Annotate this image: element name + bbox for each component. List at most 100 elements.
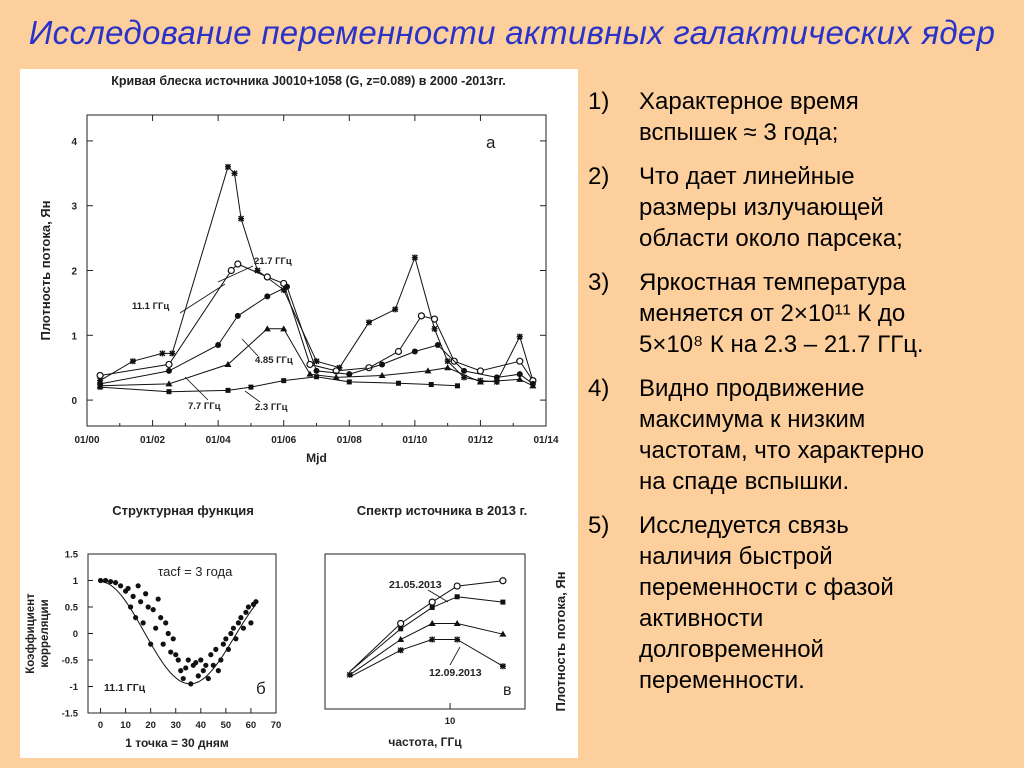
data-point xyxy=(135,583,141,589)
series-label: 2.3 ГГц xyxy=(255,402,288,413)
data-point xyxy=(500,599,506,605)
x-tick-label: 10 xyxy=(120,720,131,731)
series-label: 4.85 ГГц xyxy=(255,355,293,366)
x-tick-label: 40 xyxy=(196,720,207,731)
x-tick-label: 01/10 xyxy=(402,435,427,446)
data-point xyxy=(428,382,434,388)
data-point xyxy=(169,350,176,357)
data-point xyxy=(499,663,506,670)
data-point xyxy=(97,577,104,584)
x-tick-label: 20 xyxy=(145,720,156,731)
light-curve-chart: Кривая блеска источника J0010+1058 (G, z… xyxy=(38,74,559,465)
series-label-leader xyxy=(217,265,254,283)
data-point xyxy=(306,370,314,377)
data-point xyxy=(128,604,134,610)
y-tick-label: 1.5 xyxy=(65,550,79,561)
data-point xyxy=(213,646,219,653)
y-axis-label: Коэффициент корреляции xyxy=(25,593,51,674)
data-point xyxy=(283,283,290,290)
data-point xyxy=(529,382,537,389)
annotation-leader xyxy=(427,589,449,603)
x-axis-label: Mjd xyxy=(306,451,327,465)
data-point xyxy=(395,380,401,386)
series-label: 21.7 ГГц xyxy=(254,256,292,267)
spectrum-chart: Спектр источника в 2013 г. 10 частота, ГГц… xyxy=(324,503,568,749)
data-point xyxy=(97,377,104,384)
data-point xyxy=(411,348,418,355)
data-point xyxy=(453,619,461,626)
data-point xyxy=(461,374,468,381)
x-tick-label: 01/12 xyxy=(468,435,493,446)
series-label-leader xyxy=(179,283,226,314)
x-tick-label: 0 xyxy=(98,720,103,731)
data-point xyxy=(428,598,436,606)
data-point xyxy=(234,260,242,268)
data-point xyxy=(227,266,235,275)
data-point xyxy=(168,649,174,655)
data-point xyxy=(102,577,109,584)
data-point xyxy=(461,367,468,374)
data-point xyxy=(394,347,403,356)
series-label-leader xyxy=(244,390,261,403)
bullet-number: 1) xyxy=(588,88,610,115)
bullet-item-2: 2) Что дает линейные размеры излучающей о… xyxy=(588,161,1018,254)
data-point xyxy=(280,325,288,332)
data-point xyxy=(336,364,343,371)
y-axis-label-line: Коэффициент xyxy=(25,593,37,674)
bullet-item-4: 4) Видно продвижение максимума к низким ч… xyxy=(588,373,1018,497)
plot-frame xyxy=(86,114,547,427)
y-tick-label: -1.5 xyxy=(62,709,79,720)
data-point xyxy=(454,636,461,643)
data-point xyxy=(166,389,172,395)
y-axis-label-line: корреляции xyxy=(39,599,51,667)
data-point xyxy=(431,325,438,332)
data-point xyxy=(148,641,154,647)
data-point xyxy=(248,620,254,626)
chart-title: Спектр источника в 2013 г. xyxy=(357,503,528,518)
data-point xyxy=(178,668,184,674)
data-point xyxy=(397,619,405,628)
data-point xyxy=(454,594,460,600)
x-tick-label: 50 xyxy=(221,720,232,731)
annotation: 12.09.2013 xyxy=(429,667,482,679)
data-point xyxy=(248,384,254,390)
data-point xyxy=(365,319,372,326)
data-point xyxy=(173,652,179,658)
data-point xyxy=(313,367,320,374)
data-point xyxy=(175,657,181,663)
y-tick-label: -0.5 xyxy=(62,656,79,667)
data-point xyxy=(130,593,136,600)
data-point xyxy=(253,599,259,605)
bullet-text: Что дает линейные размеры излучающей обл… xyxy=(639,163,903,252)
data-point xyxy=(165,360,173,369)
data-point xyxy=(170,636,176,642)
data-point xyxy=(453,582,461,590)
data-point xyxy=(96,371,104,380)
data-point xyxy=(198,657,204,663)
data-point xyxy=(378,371,386,378)
y-axis-label: Плотность потока, Ян xyxy=(38,201,53,341)
data-point xyxy=(429,604,435,610)
data-point xyxy=(180,675,186,682)
data-point xyxy=(133,615,139,621)
x-tick-label: 01/06 xyxy=(271,435,296,446)
data-point xyxy=(215,668,221,674)
bullet-text: Видно продвижение максимума к низким час… xyxy=(639,375,925,495)
data-point xyxy=(223,636,229,642)
plot-frame xyxy=(324,553,526,710)
data-point xyxy=(215,342,222,349)
data-point xyxy=(220,641,226,647)
x-tick-label: 01/02 xyxy=(140,435,165,446)
data-point xyxy=(155,596,161,602)
y-tick-label: 0.5 xyxy=(65,603,79,614)
data-point xyxy=(516,371,523,378)
x-axis-label: 1 точка = 30 дням xyxy=(125,736,229,750)
data-point xyxy=(499,630,507,637)
bullet-item-1: 1) Характерное время вспышек ≈ 3 года; xyxy=(588,86,1018,148)
data-point xyxy=(203,662,209,668)
data-point xyxy=(417,312,426,320)
bullet-item-5: 5) Исследуется связь наличия быстрой пере… xyxy=(588,510,1018,696)
data-point xyxy=(195,673,201,679)
fit-curve xyxy=(100,581,257,685)
y-tick-label: 1 xyxy=(71,331,77,342)
